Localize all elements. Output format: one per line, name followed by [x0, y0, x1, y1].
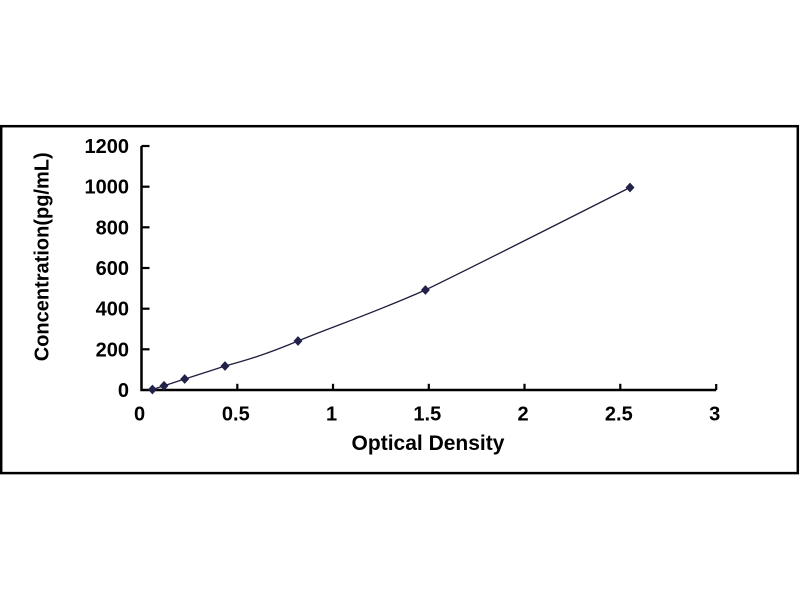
svg-text:3: 3	[709, 404, 720, 426]
svg-text:Optical Density: Optical Density	[352, 432, 505, 455]
svg-text:800: 800	[96, 217, 129, 239]
svg-text:2: 2	[517, 404, 528, 426]
svg-text:1: 1	[326, 404, 337, 426]
svg-text:400: 400	[96, 299, 129, 321]
svg-text:1000: 1000	[85, 177, 130, 199]
svg-text:0: 0	[118, 380, 129, 402]
svg-text:1200: 1200	[85, 136, 130, 158]
svg-text:0.5: 0.5	[222, 404, 250, 426]
svg-text:2.5: 2.5	[605, 404, 633, 426]
svg-text:200: 200	[96, 339, 129, 361]
svg-text:1.5: 1.5	[413, 404, 441, 426]
svg-text:600: 600	[96, 258, 129, 280]
svg-text:0: 0	[134, 404, 145, 426]
svg-text:Concentration(pg/mL): Concentration(pg/mL)	[32, 152, 54, 361]
